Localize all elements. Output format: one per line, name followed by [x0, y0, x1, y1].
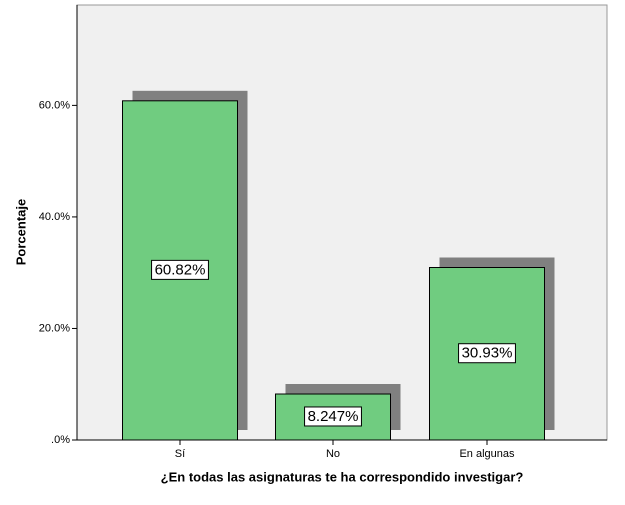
value-label: 60.82%	[155, 261, 206, 278]
value-label: 30.93%	[462, 345, 513, 362]
y-axis-title: Porcentaje	[13, 199, 28, 265]
x-axis-title: ¿En todas las asignaturas te ha correspo…	[161, 469, 524, 484]
x-tick-label: Sí	[175, 448, 185, 460]
x-tick-label: En algunas	[459, 448, 515, 460]
value-label: 8.247%	[308, 408, 359, 425]
x-tick-label: No	[326, 448, 340, 460]
y-tick-label: 40.0%	[39, 211, 70, 223]
y-tick-label: 60.0%	[39, 99, 70, 111]
y-tick-label: .0%	[51, 434, 70, 446]
value-label-box	[151, 259, 209, 280]
y-tick-label: 20.0%	[39, 322, 70, 334]
value-label-box	[458, 343, 516, 364]
value-label-box	[304, 406, 362, 427]
